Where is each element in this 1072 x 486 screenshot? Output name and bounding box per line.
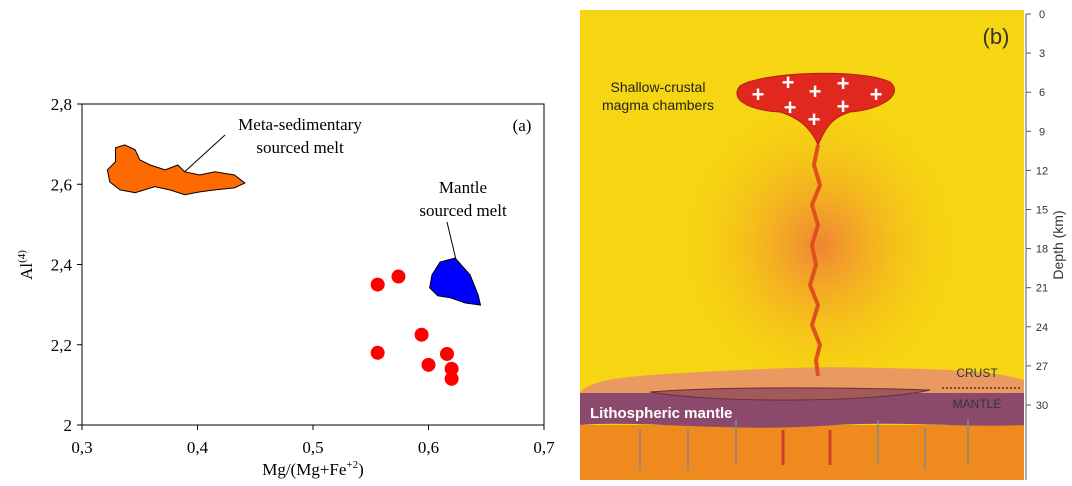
- depth-tick-label: 15: [1036, 205, 1048, 217]
- y-axis-label: Al(4): [16, 250, 36, 280]
- y-tick-label: 2: [64, 416, 73, 435]
- depth-tick-label: 6: [1039, 87, 1045, 99]
- y-tick-label: 2,8: [51, 95, 72, 114]
- depth-tick-label: 30: [1036, 400, 1048, 412]
- svg-text:+: +: [784, 95, 797, 120]
- point: [391, 270, 405, 284]
- x-axis-label-part: Mg/(Mg+Fe: [262, 460, 346, 479]
- depth-tick-label: 24: [1036, 322, 1048, 334]
- depth-tick-label: 0: [1039, 9, 1045, 21]
- y-tick-label: 2,4: [51, 256, 73, 275]
- x-tick-label: 0,7: [533, 438, 555, 457]
- region: [107, 145, 244, 195]
- svg-text:+: +: [752, 82, 765, 107]
- region-label: Meta-sedimentary: [238, 115, 362, 134]
- svg-text:+: +: [870, 82, 883, 107]
- crust-label: CRUST: [956, 366, 998, 380]
- y-axis-label-part: Al: [17, 263, 36, 280]
- region-label: sourced melt: [419, 201, 507, 220]
- point: [440, 347, 454, 361]
- panel-label: (b): [983, 24, 1010, 49]
- depth-tick-label: 27: [1036, 361, 1048, 373]
- depth-tick-label: 3: [1039, 48, 1045, 60]
- x-axis-label-part: ): [358, 460, 364, 479]
- svg-text:+: +: [808, 107, 821, 132]
- svg-text:+: +: [837, 94, 850, 119]
- x-axis-label: Mg/(Mg+Fe+2): [262, 459, 364, 479]
- depth-axis-label: Depth (km): [1050, 210, 1066, 279]
- depth-tick-label: 9: [1039, 126, 1045, 138]
- panel-label: (a): [513, 116, 532, 135]
- depth-tick-label: 18: [1036, 244, 1048, 256]
- y-tick-label: 2,6: [51, 175, 72, 194]
- chamber-label: magma chambers: [602, 97, 714, 113]
- x-tick-label: 0,6: [418, 438, 439, 457]
- svg-text:+: +: [782, 70, 795, 95]
- panel-b: ++++++++ (b) Shallow-crustal magma chamb…: [580, 9, 1066, 480]
- svg-text:+: +: [837, 71, 850, 96]
- x-axis-label-sup: +2: [346, 459, 358, 471]
- x-tick-label: 0,3: [71, 438, 92, 457]
- x-tick-label: 0,4: [187, 438, 209, 457]
- point: [415, 328, 429, 342]
- chamber-label: Shallow-crustal: [611, 79, 706, 95]
- region-label: sourced melt: [256, 138, 344, 157]
- lithosphere-label: Lithospheric mantle: [590, 405, 733, 422]
- svg-text:+: +: [809, 79, 822, 104]
- x-tick-label: 0,5: [302, 438, 323, 457]
- asthenosphere: [580, 425, 1024, 480]
- figure: (a) Meta-sedimentary sourced melt Mantle…: [0, 0, 1072, 486]
- depth-tick-label: 21: [1036, 283, 1048, 295]
- region: [430, 258, 481, 305]
- panel-a: (a) Meta-sedimentary sourced melt Mantle…: [16, 95, 555, 479]
- mantle-label: MANTLE: [953, 397, 1002, 411]
- y-tick-label: 2,2: [51, 336, 72, 355]
- depth-tick-label: 12: [1036, 165, 1048, 177]
- point: [371, 346, 385, 360]
- point: [422, 358, 436, 372]
- point: [371, 278, 385, 292]
- region-label: Mantle: [439, 178, 487, 197]
- point: [445, 372, 459, 386]
- leader-line: [180, 135, 225, 176]
- y-axis-label-sup: (4): [16, 250, 28, 263]
